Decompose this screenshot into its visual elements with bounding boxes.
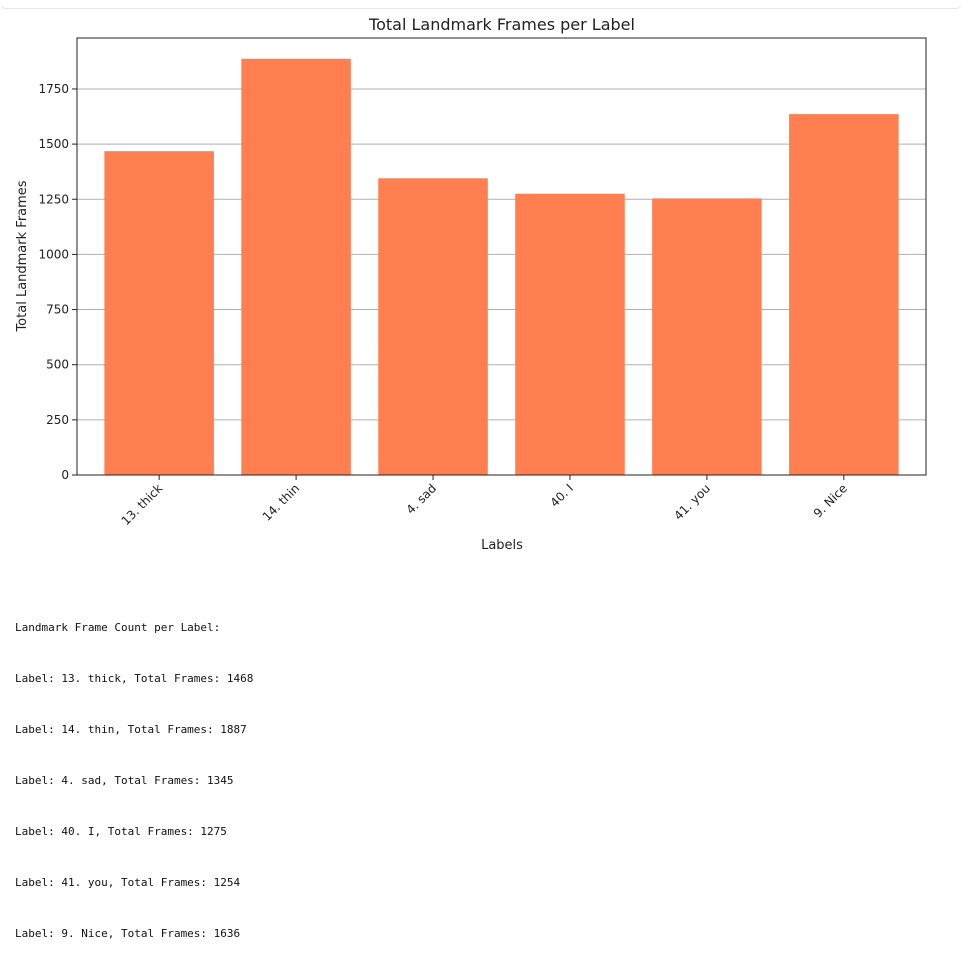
x-tick-label: 4. sad — [403, 481, 439, 517]
x-tick-label: 40. I — [547, 481, 576, 510]
bar — [789, 114, 899, 475]
x-tick-label: 14. thin — [260, 481, 303, 524]
y-tick-label: 1750 — [38, 82, 69, 96]
y-tick-label: 0 — [61, 468, 69, 482]
output-line: Label: 13. thick, Total Frames: 1468 — [15, 672, 254, 685]
bars — [104, 58, 899, 476]
grid-lines — [77, 88, 926, 421]
bar — [378, 178, 488, 476]
x-tick-label: 9. Nice — [811, 481, 850, 520]
console-output: Landmark Frame Count per Label: Label: 1… — [15, 585, 253, 959]
output-line: Label: 4. sad, Total Frames: 1345 — [15, 774, 234, 787]
bar — [104, 151, 214, 475]
output-line: Label: 14. thin, Total Frames: 1887 — [15, 723, 247, 736]
y-tick-label: 750 — [46, 303, 69, 317]
x-axis-label: Labels — [481, 538, 523, 553]
x-axis-ticks: 13. thick 14. thin 4. sad 40. I 41. you 9. Ni… — [119, 475, 850, 528]
y-tick-label: 1250 — [38, 192, 69, 206]
x-tick-label: 41. you — [671, 481, 713, 523]
output-header: Landmark Frame Count per Label: — [15, 621, 221, 634]
plot-frame — [76, 37, 927, 476]
bar — [241, 58, 351, 475]
bar — [515, 193, 625, 475]
output-line: Label: 9. Nice, Total Frames: 1636 — [15, 927, 241, 940]
bar-chart: Total Landmark Frames per Label 0 250 500 7… — [15, 15, 927, 553]
y-tick-label: 250 — [46, 413, 69, 427]
y-axis-ticks: 0 250 500 750 1000 1250 1500 1750 — [38, 82, 77, 482]
output-line: Label: 41. you, Total Frames: 1254 — [15, 876, 241, 889]
bar — [652, 198, 762, 475]
output-line: Label: 40. I, Total Frames: 1275 — [15, 825, 227, 838]
y-tick-label: 1000 — [38, 247, 69, 261]
y-tick-label: 1500 — [38, 137, 69, 151]
y-axis-label: Total Landmark Frames — [15, 180, 30, 332]
x-tick-label: 13. thick — [119, 481, 166, 528]
chart-title: Total Landmark Frames per Label — [368, 15, 635, 34]
cell-top-border — [0, 0, 962, 9]
y-tick-label: 500 — [46, 358, 69, 372]
